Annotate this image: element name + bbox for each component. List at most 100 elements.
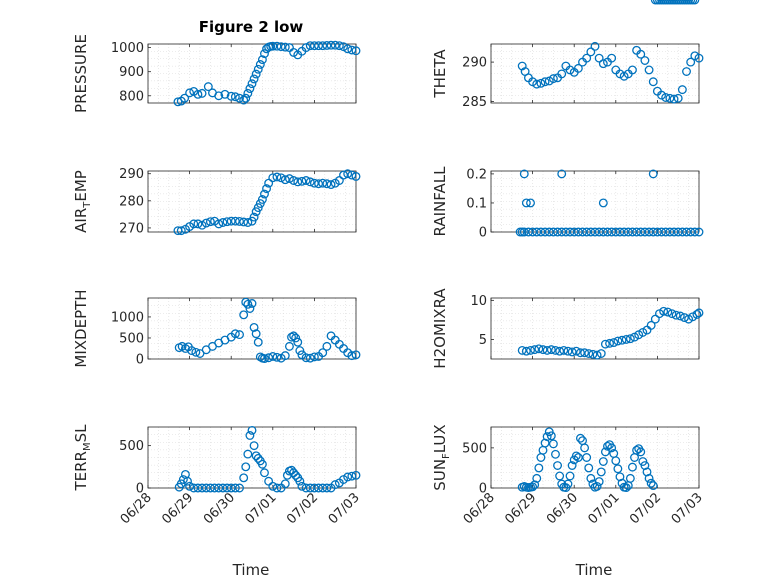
data-point: [563, 346, 573, 356]
y-tick-label: 0: [136, 353, 144, 368]
x-tick-label: 07/03: [326, 490, 363, 527]
data-point: [625, 334, 635, 344]
data-point: [318, 178, 328, 188]
axes-box: [147, 297, 357, 360]
data-point: [538, 445, 548, 455]
data-point: [630, 453, 639, 462]
data-point: [521, 346, 531, 356]
data-point: [251, 69, 261, 79]
y-tick-label: 10: [470, 294, 487, 309]
data-point: [287, 332, 296, 342]
data-point: [245, 304, 255, 313]
data-point: [553, 227, 563, 237]
data-point: [565, 471, 575, 481]
y-axis-label-main: PRESSURE: [72, 34, 90, 113]
x-tick-label: 07/01: [586, 490, 623, 527]
data-point: [573, 227, 583, 237]
y-tick-label: 290: [119, 167, 144, 182]
data-point: [578, 227, 587, 237]
data-point: [260, 189, 269, 199]
data-point: [557, 169, 567, 179]
data-point: [351, 46, 361, 56]
data-point: [582, 453, 592, 462]
data-point: [276, 42, 286, 52]
data-point: [596, 467, 606, 477]
data-point: [586, 227, 596, 237]
data-point: [592, 350, 602, 360]
data-point: [644, 65, 654, 75]
data-point: [284, 174, 294, 184]
data-point: [239, 310, 249, 320]
data-point: [619, 227, 629, 237]
data-point: [548, 74, 558, 84]
data-point: [260, 354, 269, 364]
x-axis-label-left: Time: [232, 561, 270, 579]
data-point: [557, 227, 567, 237]
data-point: [534, 344, 544, 354]
data-point: [334, 176, 344, 185]
data-point: [222, 217, 232, 227]
x-tick-label: 07/03: [669, 490, 706, 527]
data-point: [563, 479, 573, 489]
data-point: [603, 227, 612, 237]
x-tick-label: 06/29: [159, 490, 196, 527]
data-point: [291, 333, 301, 343]
data-point: [339, 170, 348, 180]
data-point: [636, 49, 646, 59]
data-point: [235, 330, 244, 340]
data-point: [253, 64, 263, 74]
data-point: [251, 329, 261, 339]
data-point: [538, 345, 548, 355]
data-point: [301, 483, 311, 493]
subplot-mixdepth: 0 500 1000 MIXDEPTH: [72, 289, 361, 368]
data-point: [334, 41, 344, 51]
data-point: [669, 94, 679, 104]
data-point: [203, 82, 213, 92]
data-point: [309, 41, 319, 51]
data-point: [661, 227, 671, 237]
figure-title: Figure 2 low: [199, 18, 304, 36]
x-tick-label: 06/30: [201, 490, 238, 527]
data-point: [284, 341, 294, 351]
data-point: [690, 227, 700, 237]
data-point: [611, 456, 621, 466]
data-point: [519, 169, 529, 179]
data-point: [575, 433, 585, 443]
data-point: [330, 480, 340, 490]
data-point: [230, 483, 240, 493]
data-point: [347, 45, 357, 55]
data-point: [521, 198, 531, 208]
y-tick-label: 500: [119, 439, 144, 454]
y-axis-label: PRESSURE: [72, 34, 90, 113]
data-point: [600, 447, 610, 457]
data-point: [235, 216, 244, 226]
data-point: [243, 299, 253, 309]
data-point: [694, 308, 704, 318]
data-point: [682, 227, 691, 237]
data-point: [247, 79, 257, 89]
data-point: [573, 453, 583, 462]
data-point: [187, 346, 197, 356]
data-point: [314, 41, 324, 51]
subplot-h2omixra: 5 10 H2OMIXRA: [431, 288, 704, 369]
data-point: [214, 483, 224, 493]
data-point: [330, 40, 340, 50]
data-point: [226, 483, 236, 493]
x-tick-label: 07/02: [627, 490, 664, 527]
data-point: [322, 341, 332, 351]
data-point: [686, 57, 696, 67]
data-point: [646, 478, 656, 488]
data-point: [293, 177, 303, 187]
data-point: [659, 306, 669, 316]
data-point: [197, 88, 207, 98]
data-point: [301, 43, 311, 53]
data-point: [347, 471, 357, 481]
y-axis-label: TERRMSL: [72, 424, 93, 492]
data-point: [551, 449, 560, 459]
data-point: [586, 473, 596, 483]
data-point: [297, 481, 307, 491]
data-point: [548, 439, 558, 449]
data-point: [193, 89, 203, 99]
